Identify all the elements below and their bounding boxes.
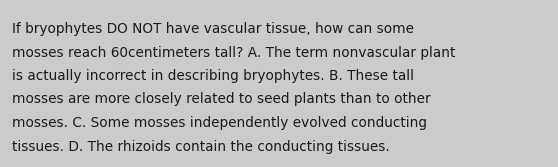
Text: mosses. C. Some mosses independently evolved conducting: mosses. C. Some mosses independently evo… (12, 116, 427, 130)
Text: tissues. D. The rhizoids contain the conducting tissues.: tissues. D. The rhizoids contain the con… (12, 139, 389, 153)
Text: mosses are more closely related to seed plants than to other: mosses are more closely related to seed … (12, 93, 431, 107)
Text: mosses reach 60centimeters tall? A. The term nonvascular plant: mosses reach 60centimeters tall? A. The … (12, 45, 455, 59)
Text: is actually incorrect in describing bryophytes. B. These tall: is actually incorrect in describing bryo… (12, 69, 414, 83)
Text: If bryophytes DO NOT have vascular tissue, how can some: If bryophytes DO NOT have vascular tissu… (12, 22, 414, 36)
